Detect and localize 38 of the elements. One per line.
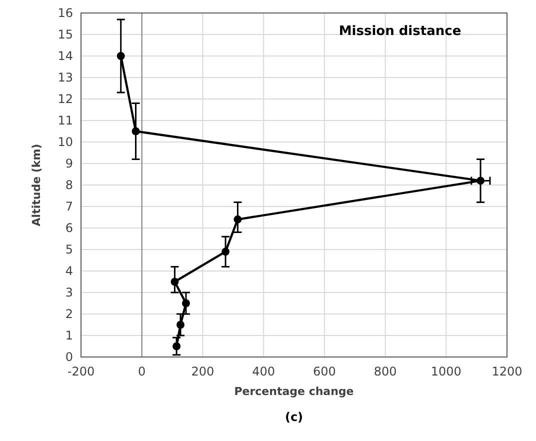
y-tick-label: 14 xyxy=(58,48,73,63)
y-tick-label: 4 xyxy=(65,264,73,278)
point xyxy=(176,320,184,329)
y-tick-label: 7 xyxy=(65,199,73,214)
point xyxy=(172,342,181,350)
x-axis-title: Percentage change xyxy=(234,385,354,398)
x-tick-label: 400 xyxy=(252,364,276,379)
y-tick-label: 5 xyxy=(65,242,73,256)
y-tick-label: 0 xyxy=(65,350,73,364)
point xyxy=(476,176,485,185)
y-tick-label: 2 xyxy=(65,306,73,321)
point xyxy=(170,278,179,286)
point xyxy=(116,52,125,60)
y-tick-label: 9 xyxy=(65,156,73,170)
text: (c) xyxy=(284,410,304,424)
y-tick-label: 1 xyxy=(65,328,73,342)
y-tick-label: 13 xyxy=(58,70,73,84)
x-tick-label: 600 xyxy=(312,364,336,379)
x-tick-label: 0 xyxy=(138,364,146,379)
y-tick-label: 15 xyxy=(58,27,73,42)
x-tick-label: 200 xyxy=(191,364,214,379)
y-tick-label: 16 xyxy=(58,6,73,20)
point xyxy=(222,248,230,256)
point xyxy=(132,127,140,136)
x-tick-label: -200 xyxy=(67,364,95,379)
point xyxy=(234,215,242,224)
x-tick-label: 800 xyxy=(374,364,397,379)
y-axis-title: Altitude (km) xyxy=(30,144,43,226)
x-tick-label: 1000 xyxy=(430,364,462,379)
y-tick-label: 6 xyxy=(65,220,73,235)
text: Mission distance xyxy=(338,24,462,39)
x-tick-label: 1200 xyxy=(492,364,522,379)
y-tick-label: 8 xyxy=(65,178,73,192)
y-tick-label: 10 xyxy=(58,134,73,149)
point xyxy=(182,299,190,308)
y-tick-label: 11 xyxy=(58,113,73,128)
y-tick-label: 12 xyxy=(58,92,73,106)
y-tick-label: 3 xyxy=(65,285,73,300)
